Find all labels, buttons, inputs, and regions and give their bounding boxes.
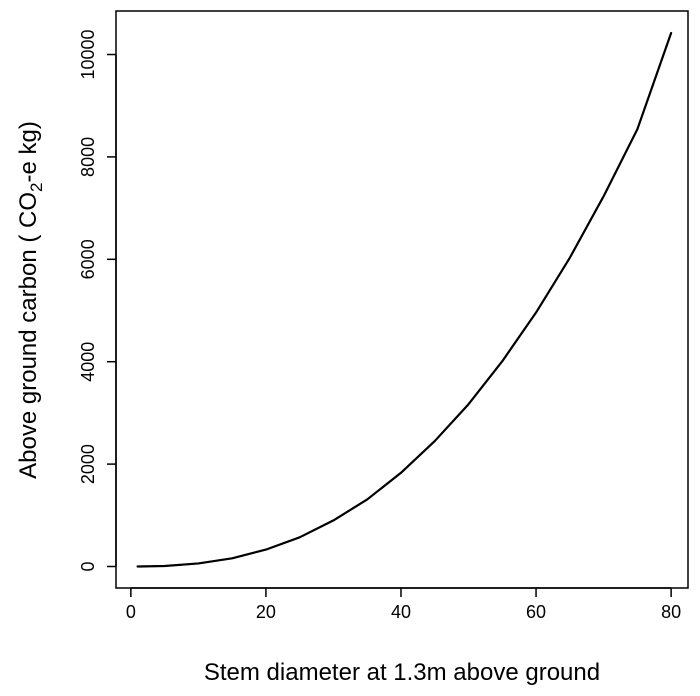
y-axis-title-subscript: 2 — [27, 183, 46, 192]
plot-frame — [115, 10, 689, 589]
series-layer — [136, 31, 673, 568]
y-tick-label: 4000 — [78, 342, 98, 382]
x-axis: 0 20 40 60 80 — [126, 587, 681, 622]
y-axis-title-prefix: Above ground carbon ( CO — [15, 192, 42, 479]
series-line — [136, 31, 673, 568]
x-tick-label: 40 — [391, 602, 411, 622]
y-axis: 0 2000 4000 6000 8000 10000 — [78, 29, 117, 572]
y-tick-label: 6000 — [78, 239, 98, 279]
y-tick-label: 8000 — [78, 137, 98, 177]
x-tick-label: 0 — [126, 602, 136, 622]
y-tick-label: 10000 — [78, 29, 98, 79]
x-tick-label: 20 — [256, 602, 276, 622]
y-axis-title-suffix: -e kg) — [15, 121, 42, 182]
y-tick-label: 0 — [78, 561, 98, 571]
x-tick-label: 80 — [661, 602, 681, 622]
x-axis-title: Stem diameter at 1.3m above ground — [204, 659, 600, 686]
y-tick-label: 2000 — [78, 444, 98, 484]
x-tick-label: 60 — [526, 602, 546, 622]
y-axis-title: Above ground carbon ( CO2-e kg) — [15, 121, 46, 479]
